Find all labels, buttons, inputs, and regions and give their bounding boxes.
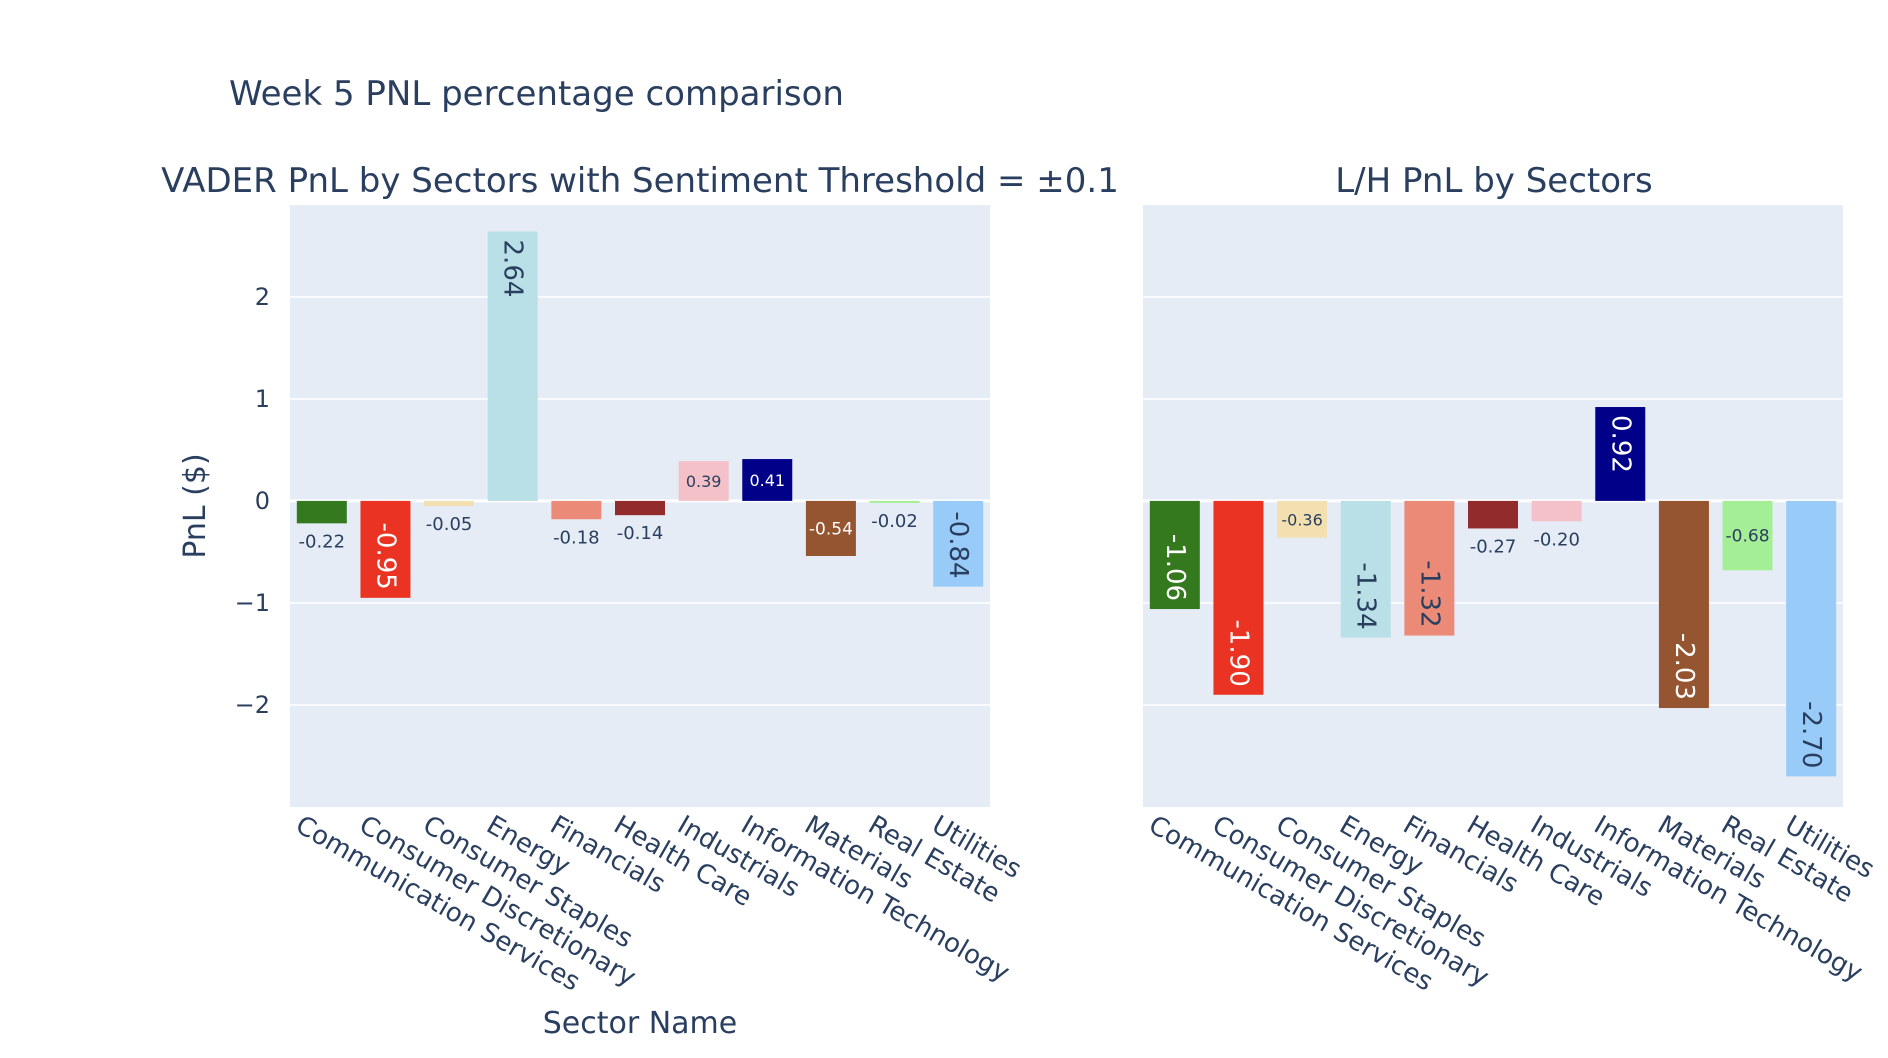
- bar-10: [869, 500, 920, 503]
- data-label: -0.18: [553, 527, 600, 548]
- bar-9: [805, 500, 856, 556]
- bar-2: [1213, 500, 1264, 695]
- bar-3: [1277, 500, 1328, 538]
- y-tick-label: 1: [255, 385, 270, 413]
- y-axis-label: PnL ($): [178, 453, 213, 558]
- data-label: -1.06: [1160, 534, 1190, 601]
- data-label: 0.41: [749, 471, 785, 490]
- bar-5: [1404, 500, 1455, 636]
- bar-8: [1595, 407, 1646, 501]
- data-label: -0.22: [299, 531, 346, 552]
- y-tick-label: −1: [235, 589, 270, 617]
- bar-7: [1531, 500, 1582, 522]
- data-label: 0.39: [686, 472, 722, 491]
- bar-9: [1658, 500, 1709, 709]
- data-label: -0.20: [1533, 529, 1580, 550]
- data-label: -0.68: [1726, 527, 1770, 547]
- y-tick-label: 2: [255, 283, 270, 311]
- bar-11: [1786, 500, 1837, 777]
- data-label: -0.36: [1281, 510, 1322, 529]
- data-label: -2.03: [1669, 633, 1699, 700]
- bar-5: [551, 500, 602, 520]
- bar-6: [615, 500, 665, 516]
- subplot-1: −2 −1 0 1 2 VADER PnL by Sectors with Sentime…: [161, 161, 1119, 1041]
- data-label: -0.14: [617, 523, 664, 544]
- bar-7: [678, 461, 729, 501]
- data-label: -0.84: [943, 511, 973, 578]
- bar-3: [424, 500, 475, 506]
- x-axis-label: Sector Name: [543, 1006, 738, 1041]
- bar-1: [296, 500, 347, 524]
- data-label: -1.90: [1223, 619, 1253, 686]
- y-tick-label: 0: [255, 487, 270, 515]
- data-label: 0.92: [1605, 415, 1635, 473]
- subplots: −2 −1 0 1 2 VADER PnL by Sectors with Sentime…: [161, 161, 1879, 1041]
- bar-4: [1340, 500, 1391, 638]
- data-label: -0.27: [1470, 536, 1517, 557]
- data-label: -0.05: [426, 514, 473, 535]
- bar-10: [1722, 500, 1773, 571]
- data-label: -0.02: [871, 511, 918, 532]
- bar-2: [360, 500, 411, 598]
- bar-4: [487, 231, 538, 501]
- figure-title: Week 5 PNL percentage comparison: [229, 74, 844, 114]
- data-label: -1.32: [1414, 560, 1444, 627]
- bar-1: [1149, 500, 1200, 610]
- data-label: -2.70: [1796, 701, 1826, 768]
- data-label: -1.34: [1351, 562, 1381, 629]
- bar-11: [933, 500, 984, 587]
- subplot-title: L/H PnL by Sectors: [1335, 161, 1653, 201]
- subplot-title: VADER PnL by Sectors with Sentiment Thre…: [161, 161, 1119, 201]
- data-label: -0.54: [809, 519, 853, 539]
- y-tick-label: −2: [235, 691, 270, 719]
- bar-6: [1468, 500, 1518, 529]
- data-label: -0.95: [370, 523, 400, 590]
- bar-8: [742, 459, 793, 501]
- data-label: 2.64: [498, 240, 528, 298]
